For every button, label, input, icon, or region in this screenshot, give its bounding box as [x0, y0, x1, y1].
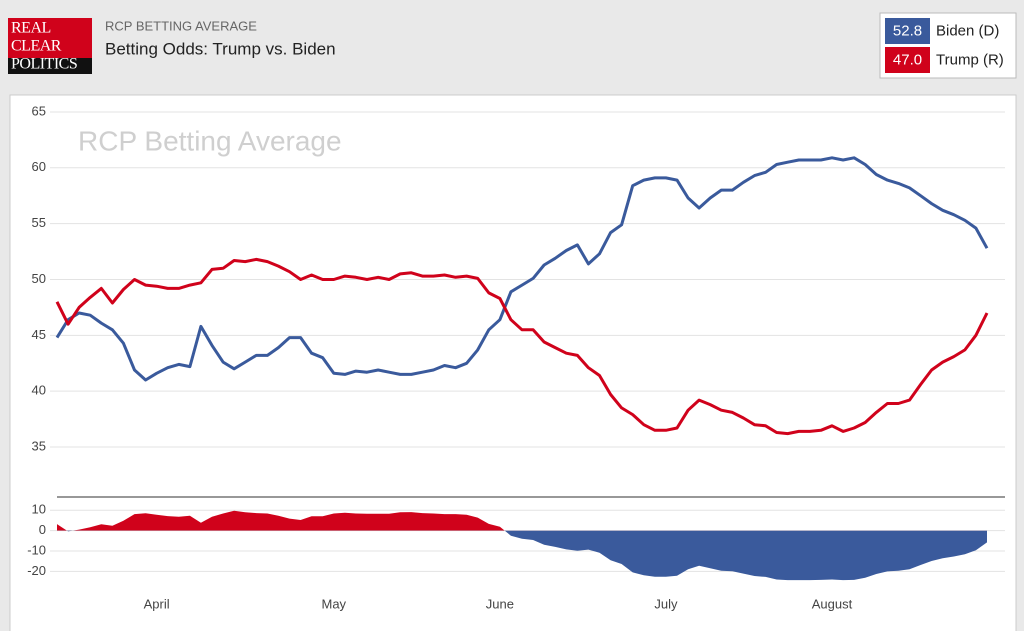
legend-swatch: [885, 18, 930, 44]
y-tick-label: 40: [32, 383, 46, 398]
logo-line: CLEAR: [11, 38, 62, 55]
y-tick-label: 10: [32, 502, 46, 517]
area-above: [57, 510, 987, 531]
watermark: RCP Betting Average: [78, 125, 342, 156]
series-line: [55, 156, 989, 382]
header-bg: [0, 0, 1024, 92]
legend-label: Biden (D): [936, 22, 999, 39]
logo-line: POLITICS: [11, 56, 77, 73]
y-tick-label: -20: [27, 563, 46, 578]
y-tick-label: 55: [32, 215, 46, 230]
legend-swatch: [885, 47, 930, 73]
logo-line: REAL: [11, 20, 51, 37]
logo-red: [8, 18, 92, 58]
header-title: Betting Odds: Trump vs. Biden: [105, 39, 336, 58]
series-line: [55, 257, 989, 436]
x-tick-label: August: [812, 596, 853, 611]
y-tick-label: -10: [27, 542, 46, 557]
kicker: RCP BETTING AVERAGE: [105, 18, 257, 33]
y-tick-label: 35: [32, 438, 46, 453]
x-tick-label: May: [322, 596, 347, 611]
legend-value: 52.8: [893, 22, 922, 39]
x-tick-label: June: [486, 596, 514, 611]
y-tick-label: 45: [32, 327, 46, 342]
y-tick-label: 65: [32, 103, 46, 118]
y-tick-label: 0: [39, 522, 46, 537]
y-tick-label: 60: [32, 159, 46, 174]
legend-label: Trump (R): [936, 51, 1004, 68]
legend-value: 47.0: [893, 51, 922, 68]
area-below: [66, 530, 987, 581]
x-tick-label: July: [654, 596, 678, 611]
x-tick-label: April: [144, 596, 170, 611]
y-tick-label: 50: [32, 271, 46, 286]
